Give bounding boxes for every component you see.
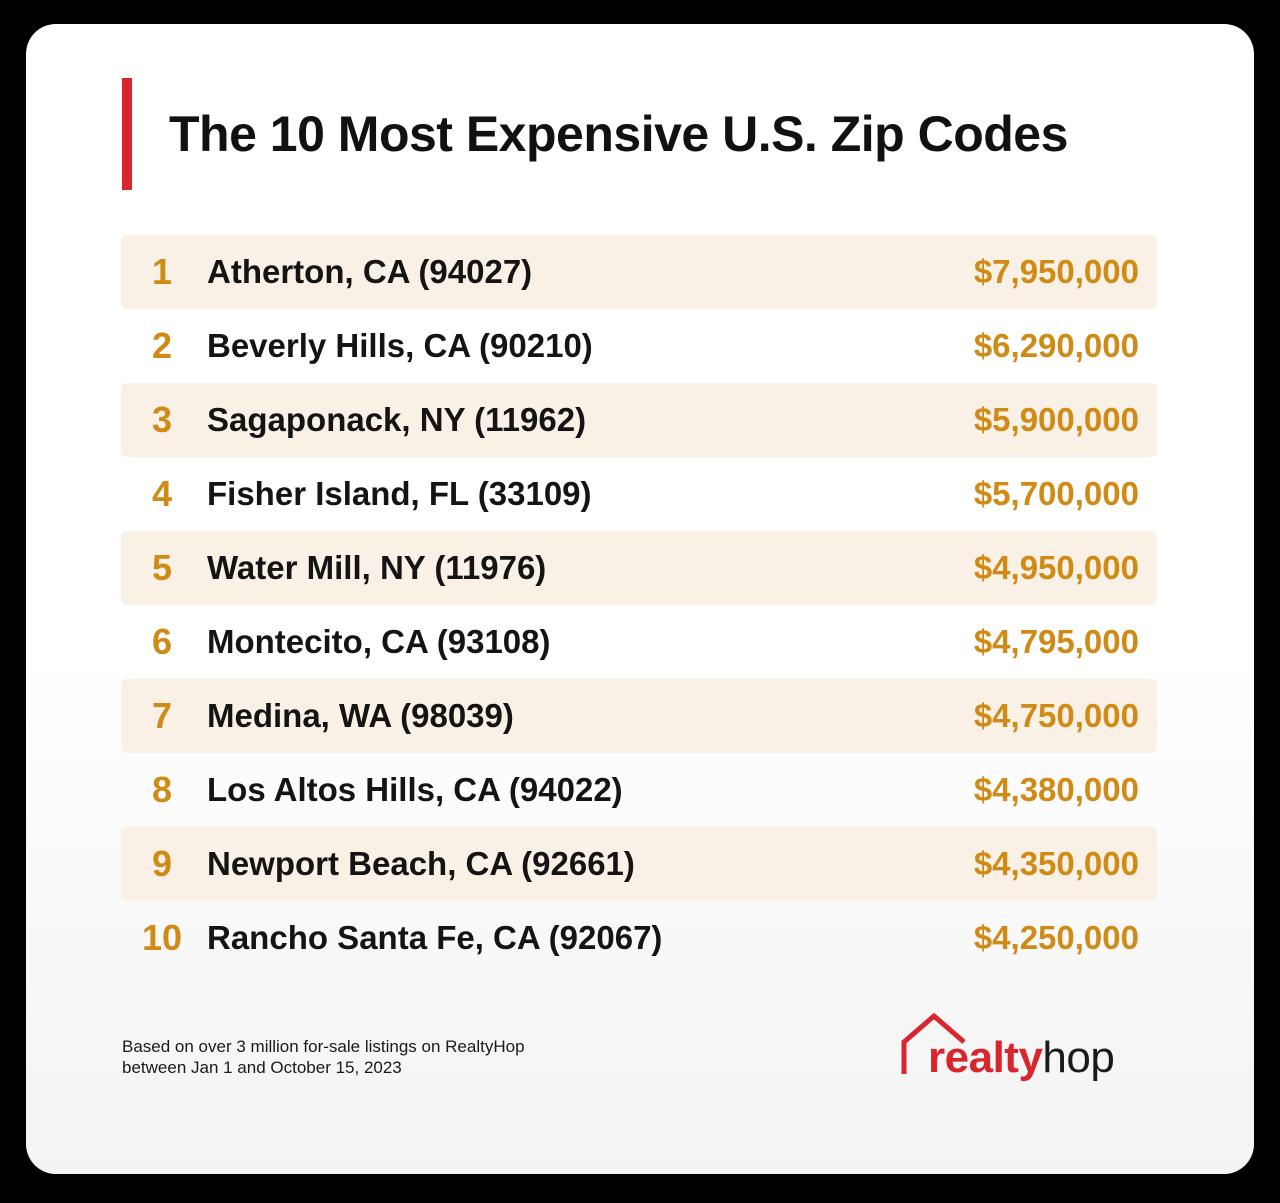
place-name: Rancho Santa Fe, CA (92067) bbox=[207, 919, 663, 956]
place-name: Sagaponack, NY (11962) bbox=[207, 401, 587, 438]
page-title: The 10 Most Expensive U.S. Zip Codes bbox=[169, 106, 1068, 162]
median-price: $4,950,000 bbox=[973, 549, 1139, 586]
footnote-line: between Jan 1 and October 15, 2023 bbox=[122, 1058, 402, 1077]
place-name: Medina, WA (98039) bbox=[207, 697, 514, 734]
logo-hop-text: hop bbox=[1042, 1033, 1115, 1082]
house-roof-icon bbox=[901, 1012, 966, 1074]
title-accent-bar bbox=[122, 78, 132, 190]
infographic-card: The 10 Most Expensive U.S. Zip Codes 1 A… bbox=[26, 24, 1254, 1174]
median-price: $4,250,000 bbox=[973, 919, 1139, 956]
rank-number: 10 bbox=[141, 917, 183, 958]
list-item: 9 Newport Beach, CA (92661) $4,350,000 bbox=[121, 827, 1157, 901]
place-name: Montecito, CA (93108) bbox=[207, 623, 551, 660]
place-name: Water Mill, NY (11976) bbox=[207, 549, 547, 586]
median-price: $4,750,000 bbox=[973, 697, 1139, 734]
ranking-list: 1 Atherton, CA (94027) $7,950,000 2 Beve… bbox=[121, 235, 1157, 975]
median-price: $6,290,000 bbox=[973, 327, 1139, 364]
place-name: Los Altos Hills, CA (94022) bbox=[207, 771, 623, 808]
list-item: 7 Medina, WA (98039) $4,750,000 bbox=[121, 679, 1157, 753]
list-item: 10 Rancho Santa Fe, CA (92067) $4,250,00… bbox=[121, 901, 1157, 975]
list-item: 1 Atherton, CA (94027) $7,950,000 bbox=[121, 235, 1157, 309]
rank-number: 3 bbox=[151, 399, 173, 440]
median-price: $5,700,000 bbox=[973, 475, 1139, 512]
rank-number: 5 bbox=[151, 547, 173, 588]
list-item: 4 Fisher Island, FL (33109) $5,700,000 bbox=[121, 457, 1157, 531]
source-footnote: Based on over 3 million for-sale listing… bbox=[122, 1036, 525, 1078]
median-price: $5,900,000 bbox=[973, 401, 1139, 438]
rank-number: 4 bbox=[151, 473, 173, 514]
logo-wordmark: realtyhop bbox=[928, 1030, 1115, 1086]
median-price: $4,380,000 bbox=[973, 771, 1139, 808]
place-name: Atherton, CA (94027) bbox=[207, 253, 533, 290]
place-name: Beverly Hills, CA (90210) bbox=[207, 327, 593, 364]
rank-number: 7 bbox=[151, 695, 173, 736]
rank-number: 8 bbox=[151, 769, 173, 810]
rank-number: 1 bbox=[151, 251, 173, 292]
rank-number: 2 bbox=[151, 325, 173, 366]
footnote-line: Based on over 3 million for-sale listing… bbox=[122, 1037, 525, 1056]
place-name: Fisher Island, FL (33109) bbox=[207, 475, 592, 512]
list-item: 6 Montecito, CA (93108) $4,795,000 bbox=[121, 605, 1157, 679]
median-price: $7,950,000 bbox=[973, 253, 1139, 290]
logo-realty-text: realty bbox=[928, 1033, 1043, 1082]
list-item: 3 Sagaponack, NY (11962) $5,900,000 bbox=[121, 383, 1157, 457]
rank-number: 9 bbox=[151, 843, 173, 884]
rank-number: 6 bbox=[151, 621, 173, 662]
list-item: 2 Beverly Hills, CA (90210) $6,290,000 bbox=[121, 309, 1157, 383]
place-name: Newport Beach, CA (92661) bbox=[207, 845, 635, 882]
median-price: $4,795,000 bbox=[973, 623, 1139, 660]
realtyhop-logo: realtyhop bbox=[898, 1012, 1158, 1092]
list-item: 5 Water Mill, NY (11976) $4,950,000 bbox=[121, 531, 1157, 605]
list-item: 8 Los Altos Hills, CA (94022) $4,380,000 bbox=[121, 753, 1157, 827]
median-price: $4,350,000 bbox=[973, 845, 1139, 882]
